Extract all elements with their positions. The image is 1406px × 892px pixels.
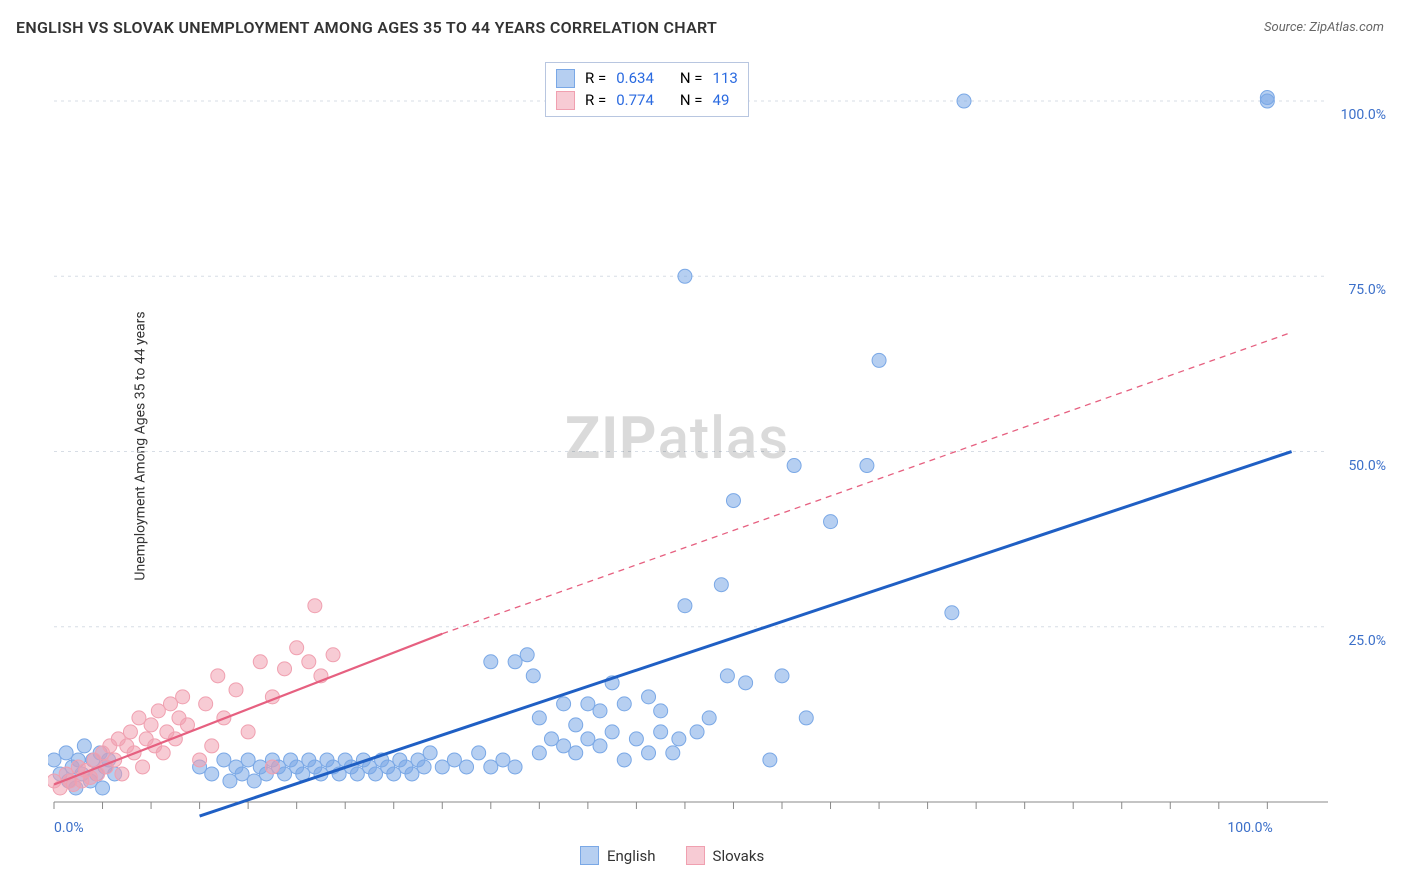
- correlation-legend: R = 0.634 N = 113 R = 0.774 N = 49: [545, 62, 749, 117]
- legend-n-slovaks: 49: [713, 89, 730, 111]
- chart-title: ENGLISH VS SLOVAK UNEMPLOYMENT AMONG AGE…: [16, 18, 717, 37]
- legend-swatch-slovaks: [556, 91, 575, 110]
- legend-r-english: 0.634: [616, 67, 654, 89]
- legend-row-english: R = 0.634 N = 113: [556, 67, 738, 89]
- legend-swatch-english-icon: [580, 846, 599, 865]
- legend-r-label: R =: [585, 67, 606, 89]
- legend-label-english: English: [607, 847, 656, 865]
- legend-r-slovaks: 0.774: [616, 89, 654, 111]
- y-tick-label: 75.0%: [1348, 282, 1386, 298]
- legend-r-label: R =: [585, 89, 606, 111]
- legend-swatch-english: [556, 69, 575, 88]
- scatter-svg: [48, 60, 1368, 830]
- x-tick-label: 0.0%: [54, 820, 84, 836]
- chart-plot-area: [48, 60, 1368, 830]
- legend-n-label: N =: [680, 89, 703, 111]
- legend-n-english: 113: [713, 67, 738, 89]
- legend-n-label: N =: [680, 67, 703, 89]
- legend-row-slovaks: R = 0.774 N = 49: [556, 89, 738, 111]
- y-tick-label: 25.0%: [1348, 633, 1386, 649]
- source-credit: Source: ZipAtlas.com: [1264, 20, 1384, 35]
- legend-swatch-slovaks-icon: [686, 846, 705, 865]
- legend-label-slovaks: Slovaks: [713, 847, 765, 865]
- x-tick-label: 100.0%: [1227, 820, 1272, 836]
- y-tick-label: 50.0%: [1348, 458, 1386, 474]
- legend-item-english: English: [580, 846, 656, 865]
- series-legend: English Slovaks: [580, 846, 764, 865]
- legend-item-slovaks: Slovaks: [686, 846, 765, 865]
- y-tick-label: 100.0%: [1341, 107, 1386, 123]
